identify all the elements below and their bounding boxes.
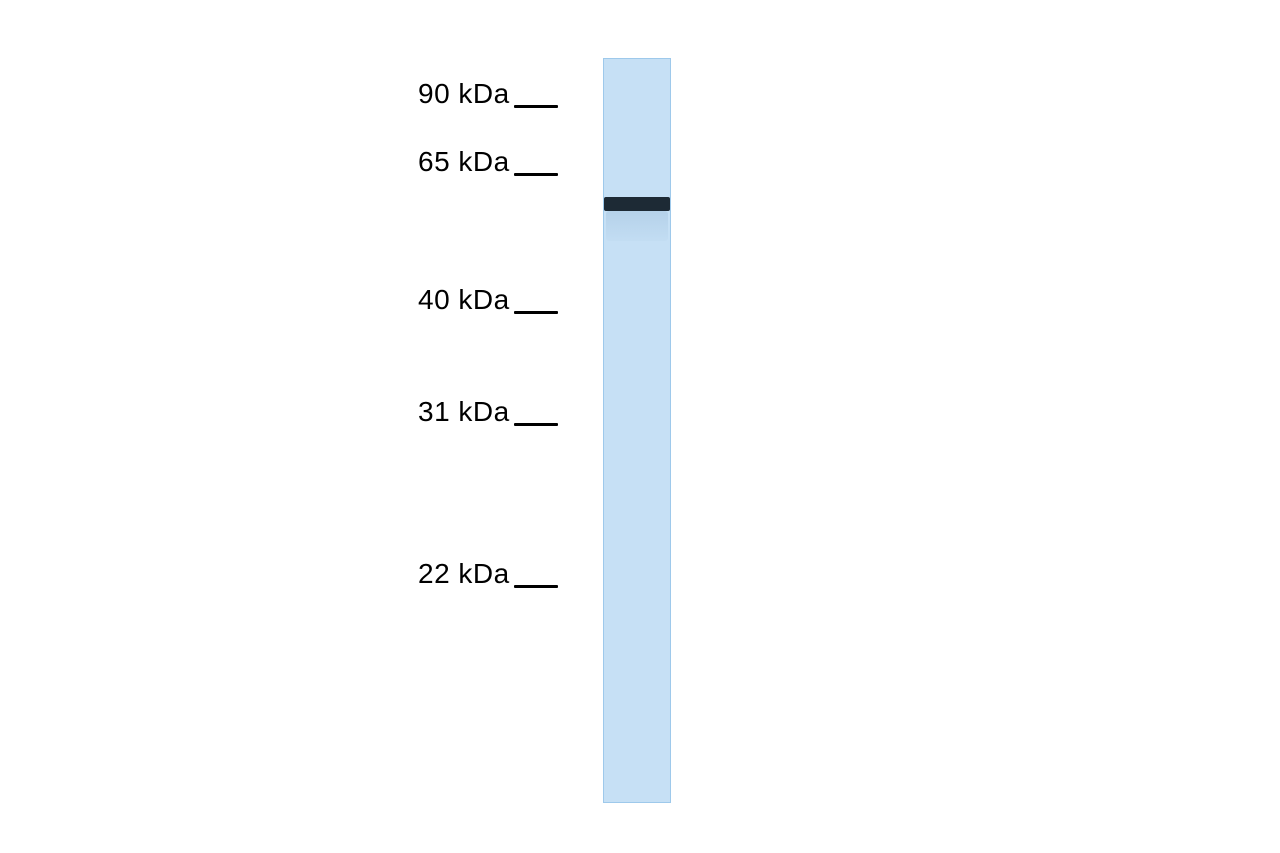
band-smear [606,211,668,241]
marker-label-text: 90 kDa [418,78,510,110]
marker-90kda: 90 kDa [418,78,558,110]
marker-label-text: 22 kDa [418,558,510,590]
marker-tick [514,311,558,314]
protein-band [604,197,670,211]
marker-31kda: 31 kDa [418,396,558,428]
marker-65kda: 65 kDa [418,146,558,178]
marker-label-text: 40 kDa [418,284,510,316]
marker-label-text: 65 kDa [418,146,510,178]
marker-label-text: 31 kDa [418,396,510,428]
marker-tick [514,105,558,108]
marker-tick [514,173,558,176]
marker-tick [514,585,558,588]
marker-22kda: 22 kDa [418,558,558,590]
western-blot-figure: 90 kDa 65 kDa 40 kDa 31 kDa 22 kDa [0,0,1280,853]
marker-40kda: 40 kDa [418,284,558,316]
blot-lane [603,58,671,803]
marker-tick [514,423,558,426]
